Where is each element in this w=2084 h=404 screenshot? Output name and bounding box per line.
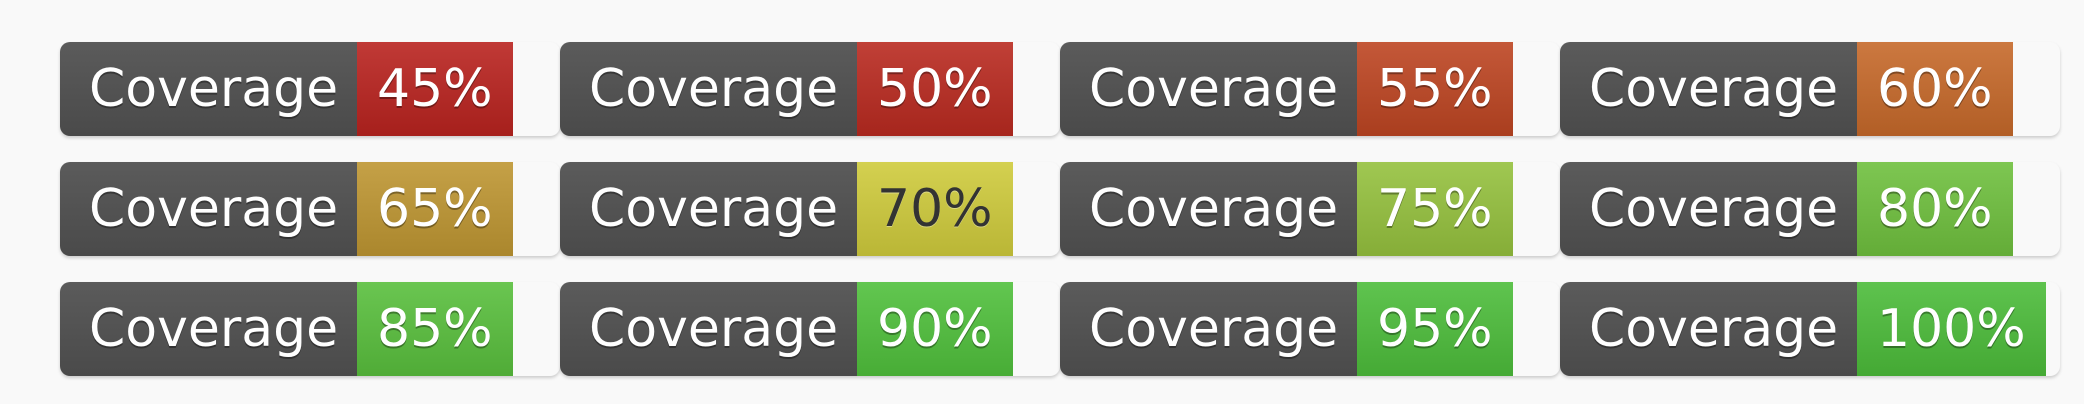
badge-label: Coverage: [1560, 42, 1857, 136]
badge-label: Coverage: [560, 42, 857, 136]
badge-label: Coverage: [560, 162, 857, 256]
coverage-badge: Coverage 65%: [60, 162, 560, 256]
badge-value: 60%: [1857, 42, 2013, 136]
coverage-badge: Coverage 75%: [1060, 162, 1560, 256]
badge-value: 80%: [1857, 162, 2013, 256]
coverage-badge: Coverage 100%: [1560, 282, 2060, 376]
badge-label: Coverage: [1560, 282, 1857, 376]
coverage-badge: Coverage 55%: [1060, 42, 1560, 136]
badge-value: 50%: [857, 42, 1013, 136]
badge-label: Coverage: [1060, 42, 1357, 136]
coverage-badge: Coverage 50%: [560, 42, 1060, 136]
badge-label: Coverage: [1060, 162, 1357, 256]
badge-label: Coverage: [1060, 282, 1357, 376]
coverage-badge: Coverage 85%: [60, 282, 560, 376]
badge-label: Coverage: [1560, 162, 1857, 256]
badge-label: Coverage: [60, 162, 357, 256]
coverage-badge: Coverage 45%: [60, 42, 560, 136]
coverage-badge: Coverage 80%: [1560, 162, 2060, 256]
badge-value: 100%: [1857, 282, 2046, 376]
badge-label: Coverage: [560, 282, 857, 376]
badge-value: 45%: [357, 42, 513, 136]
badge-label: Coverage: [60, 282, 357, 376]
badge-value: 85%: [357, 282, 513, 376]
badge-value: 65%: [357, 162, 513, 256]
coverage-badge: Coverage 70%: [560, 162, 1060, 256]
badge-value: 70%: [857, 162, 1013, 256]
badge-value: 90%: [857, 282, 1013, 376]
badge-label: Coverage: [60, 42, 357, 136]
coverage-badge: Coverage 60%: [1560, 42, 2060, 136]
coverage-badge: Coverage 90%: [560, 282, 1060, 376]
badge-value: 55%: [1357, 42, 1513, 136]
badge-grid: Coverage 45% Coverage 50% Coverage 55% Coverag…: [60, 42, 2060, 376]
coverage-badge: Coverage 95%: [1060, 282, 1560, 376]
badge-value: 75%: [1357, 162, 1513, 256]
badge-value: 95%: [1357, 282, 1513, 376]
